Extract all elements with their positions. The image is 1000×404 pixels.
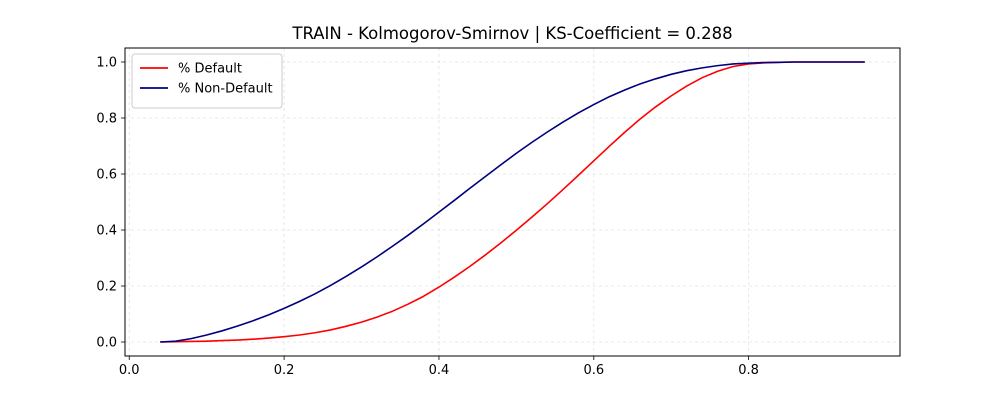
y-tick-label: 0.2: [96, 280, 117, 295]
x-tick-label: 0.8: [738, 363, 759, 378]
y-tick-label: 0.8: [96, 112, 117, 127]
y-tick-label: 0.6: [96, 168, 117, 183]
legend: % Default % Non-Default: [131, 53, 283, 109]
plot-area-frame: [124, 47, 901, 357]
y-tick-label: 0.0: [96, 336, 117, 351]
y-tick-label: 1.0: [96, 56, 117, 71]
axis-ticks: 0.0 0.2 0.4 0.6 0.8 0.0 0.2 0.4 0.6 0.8 1.0: [96, 56, 759, 379]
x-tick-label: 0.6: [583, 363, 604, 378]
legend-label: % Non-Default: [178, 82, 273, 97]
legend-box: [131, 53, 283, 109]
x-tick-label: 0.0: [119, 363, 140, 378]
series-line-non-default: [160, 61, 865, 343]
y-tick-label: 0.4: [96, 224, 117, 239]
series-lines: [160, 61, 865, 343]
x-tick-label: 0.4: [429, 363, 450, 378]
chart-title: TRAIN - Kolmogorov-Smirnov | KS-Coeffici…: [291, 24, 732, 43]
series-line-default: [160, 61, 865, 343]
x-tick-label: 0.2: [274, 363, 295, 378]
legend-label: % Default: [178, 62, 242, 77]
